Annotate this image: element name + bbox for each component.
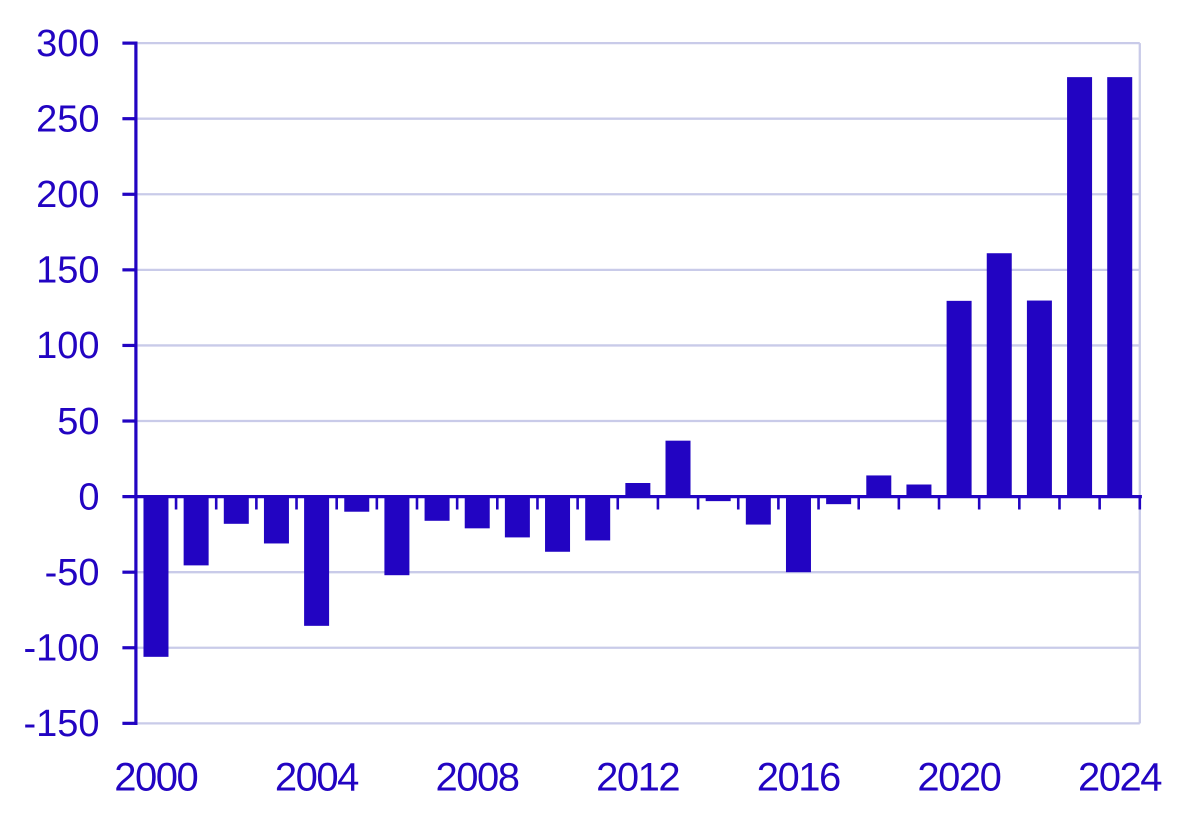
svg-text:2020: 2020 xyxy=(917,756,1000,800)
svg-text:-100: -100 xyxy=(23,628,99,670)
svg-text:2016: 2016 xyxy=(757,756,840,800)
svg-text:50: 50 xyxy=(57,401,99,443)
svg-text:100: 100 xyxy=(36,325,99,367)
svg-text:2012: 2012 xyxy=(596,756,679,800)
svg-text:-150: -150 xyxy=(23,703,99,745)
svg-text:0: 0 xyxy=(78,476,99,518)
svg-text:-50: -50 xyxy=(45,552,100,594)
svg-text:2008: 2008 xyxy=(435,756,518,800)
svg-text:2024: 2024 xyxy=(1078,756,1162,800)
svg-text:150: 150 xyxy=(36,250,99,292)
svg-text:250: 250 xyxy=(36,99,99,141)
svg-text:200: 200 xyxy=(36,174,99,216)
svg-text:300: 300 xyxy=(36,23,99,65)
svg-text:2000: 2000 xyxy=(114,756,197,800)
svg-text:2004: 2004 xyxy=(275,756,359,800)
